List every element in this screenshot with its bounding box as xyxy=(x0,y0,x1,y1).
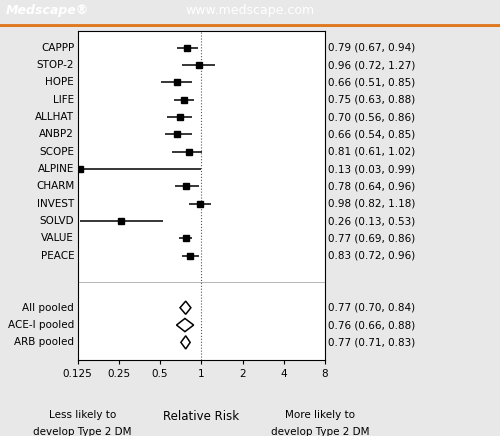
Text: 0.78 (0.64, 0.96): 0.78 (0.64, 0.96) xyxy=(328,181,416,191)
Text: SCOPE: SCOPE xyxy=(39,147,74,157)
Text: 0.76 (0.66, 0.88): 0.76 (0.66, 0.88) xyxy=(328,320,416,330)
Text: ACE-I pooled: ACE-I pooled xyxy=(8,320,74,330)
Text: 0.70 (0.56, 0.86): 0.70 (0.56, 0.86) xyxy=(328,112,416,122)
Text: 0.83 (0.72, 0.96): 0.83 (0.72, 0.96) xyxy=(328,251,416,261)
Text: 0.66 (0.51, 0.85): 0.66 (0.51, 0.85) xyxy=(328,78,416,88)
Text: 0.79 (0.67, 0.94): 0.79 (0.67, 0.94) xyxy=(328,43,416,53)
Text: Relative Risk: Relative Risk xyxy=(163,410,240,423)
Text: ALLHAT: ALLHAT xyxy=(35,112,74,122)
Text: 0.77 (0.71, 0.83): 0.77 (0.71, 0.83) xyxy=(328,337,416,347)
Text: ALPINE: ALPINE xyxy=(38,164,74,174)
Polygon shape xyxy=(180,301,191,314)
Polygon shape xyxy=(181,336,190,349)
Text: LIFE: LIFE xyxy=(53,95,74,105)
Text: CAPPP: CAPPP xyxy=(41,43,74,53)
Text: Medscape®: Medscape® xyxy=(6,4,89,17)
Text: 0.75 (0.63, 0.88): 0.75 (0.63, 0.88) xyxy=(328,95,416,105)
Text: 0.66 (0.54, 0.85): 0.66 (0.54, 0.85) xyxy=(328,129,416,140)
Text: More likely to: More likely to xyxy=(285,410,355,420)
Text: 0.13 (0.03, 0.99): 0.13 (0.03, 0.99) xyxy=(328,164,416,174)
Text: ANBP2: ANBP2 xyxy=(40,129,74,140)
Text: Less likely to: Less likely to xyxy=(49,410,116,420)
Text: PEACE: PEACE xyxy=(40,251,74,261)
Text: HOPE: HOPE xyxy=(46,78,74,88)
Text: INVEST: INVEST xyxy=(37,199,74,209)
Text: ARB pooled: ARB pooled xyxy=(14,337,74,347)
Text: SOLVD: SOLVD xyxy=(40,216,74,226)
Text: 0.98 (0.82, 1.18): 0.98 (0.82, 1.18) xyxy=(328,199,416,209)
Text: develop Type 2 DM: develop Type 2 DM xyxy=(33,427,132,436)
Text: 0.96 (0.72, 1.27): 0.96 (0.72, 1.27) xyxy=(328,60,416,70)
Text: STOP-2: STOP-2 xyxy=(36,60,74,70)
Text: 0.77 (0.69, 0.86): 0.77 (0.69, 0.86) xyxy=(328,233,416,243)
Text: 0.81 (0.61, 1.02): 0.81 (0.61, 1.02) xyxy=(328,147,416,157)
Text: develop Type 2 DM: develop Type 2 DM xyxy=(270,427,369,436)
Text: VALUE: VALUE xyxy=(42,233,74,243)
Text: All pooled: All pooled xyxy=(22,303,74,313)
Text: 0.77 (0.70, 0.84): 0.77 (0.70, 0.84) xyxy=(328,303,416,313)
Text: www.medscape.com: www.medscape.com xyxy=(186,4,314,17)
Polygon shape xyxy=(176,318,194,332)
Text: 0.26 (0.13, 0.53): 0.26 (0.13, 0.53) xyxy=(328,216,416,226)
Text: CHARM: CHARM xyxy=(36,181,74,191)
